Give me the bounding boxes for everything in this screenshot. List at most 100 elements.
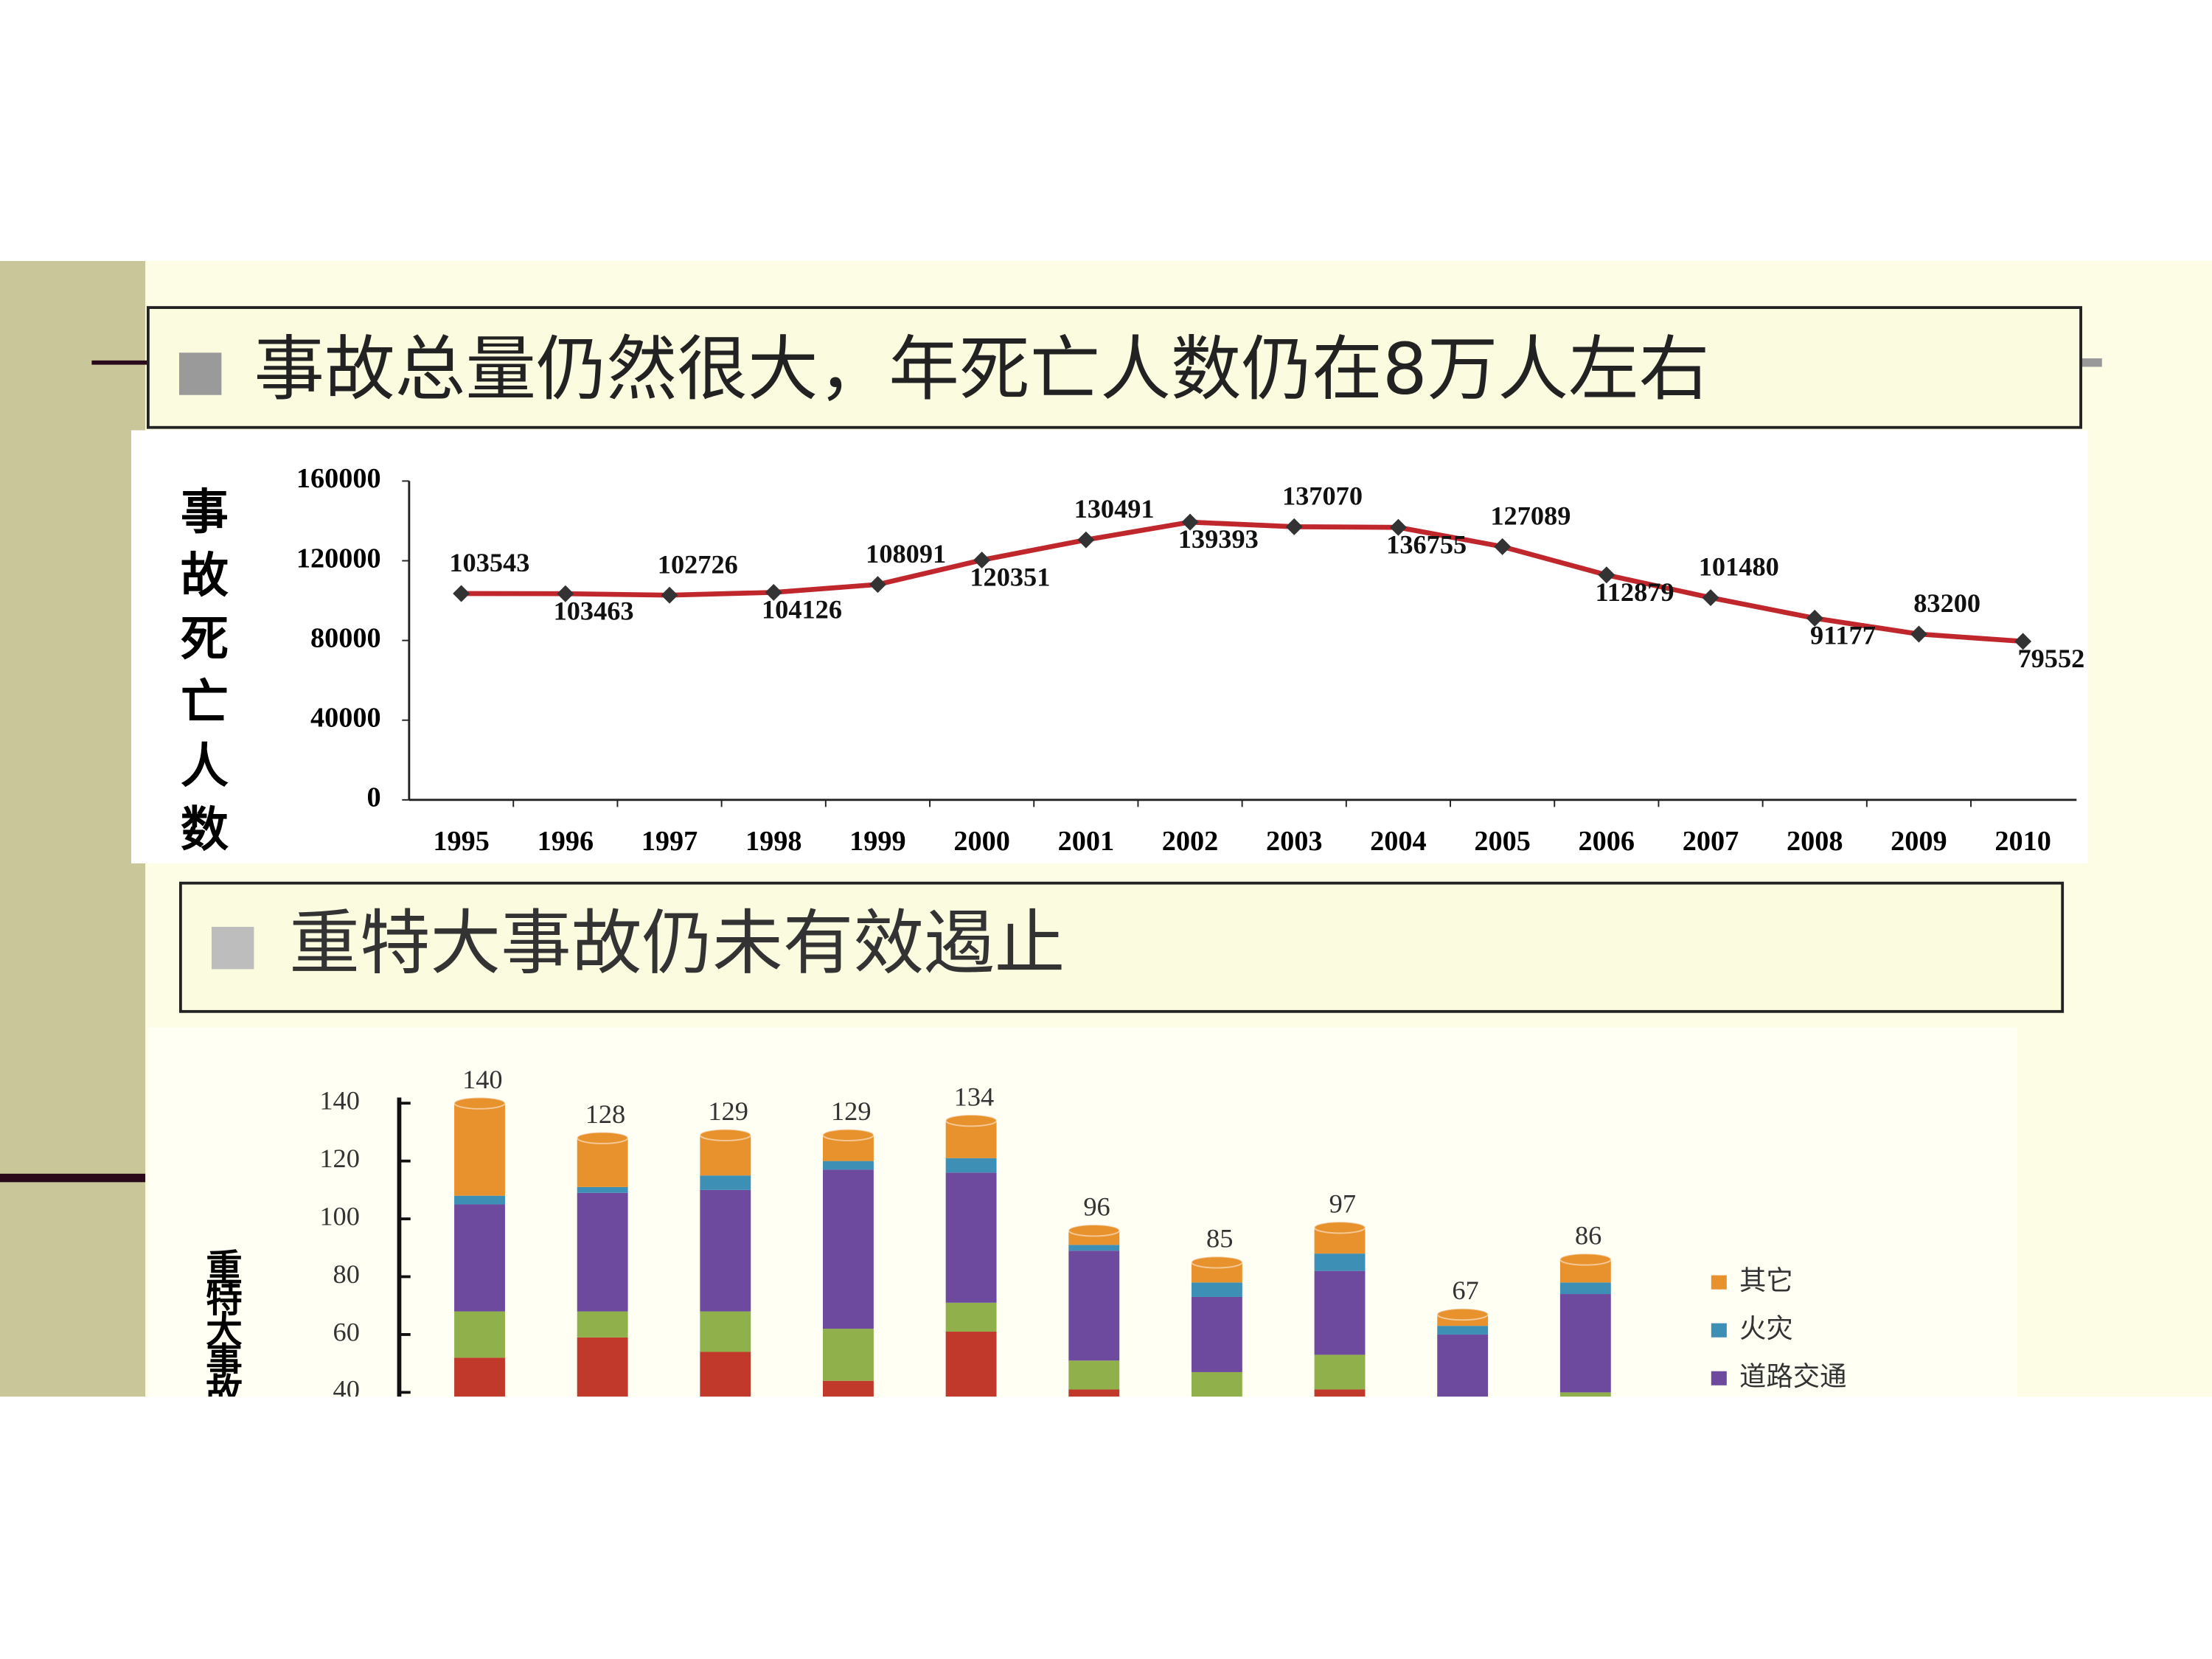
total-label: 140 [462,1065,503,1094]
total-label: 134 [954,1082,995,1111]
total-label: 97 [1329,1189,1356,1218]
y-axis-label: 数 [181,802,229,858]
data-label: 104126 [762,595,842,625]
bar-segment [454,1311,505,1358]
bar-segment [1191,1282,1242,1297]
bar-cap [1559,1253,1612,1266]
bar-segment [577,1186,628,1193]
bar-cap [453,1096,506,1110]
bar-segment [577,1337,628,1397]
x-tick-label: 2010 [1994,826,2051,857]
bar-segment [1314,1354,1366,1390]
bar-cap [576,1131,629,1144]
x-tick-label: 1997 [641,826,698,857]
series-line [461,519,2023,644]
data-label: 127089 [1490,501,1571,530]
x-tick-label: 2007 [1683,826,1739,857]
bar-cap [1068,1224,1121,1237]
bar-segment [1314,1270,1366,1355]
data-label: 101480 [1699,552,1779,582]
bar-segment [454,1204,505,1312]
bar-segment [945,1158,997,1173]
heading-box [146,306,2082,429]
y-axis-label: 故 [181,549,229,604]
y-tick-label: 60 [333,1317,360,1346]
heading: 事故总量仍然很大，年死亡人数仍在8万人左右 [254,327,1709,410]
bar-segment [577,1138,628,1187]
y-tick-label: 120000 [296,543,381,574]
chart-panel [131,430,2088,863]
x-tick-label: 2006 [1579,826,1635,857]
x-tick-label: 2001 [1058,826,1115,857]
data-label: 112879 [1596,577,1674,607]
bar-segment [1191,1296,1242,1372]
y-tick-label: 140 [319,1086,360,1116]
bar-segment [1437,1334,1489,1397]
data-label: 130491 [1074,494,1155,524]
y-axis-label: 人 [181,739,229,794]
bar-segment [1560,1398,1611,1508]
marker [2014,633,2032,650]
bar-segment [1559,1294,1611,1393]
marker [661,586,678,604]
bar-cap [1313,1221,1366,1234]
bar-segment [1559,1282,1611,1295]
bar-segment [945,1302,997,1332]
y-tick-label: 40 [333,1375,360,1405]
bar-cap [699,1128,752,1141]
total-label: 96 [1083,1192,1110,1221]
data-label: 91177 [1810,621,1876,650]
bar-segment [945,1332,997,1397]
bar-segment [577,1192,628,1312]
legend-swatch [1711,1275,1727,1290]
bar-segment [454,1357,505,1397]
legend-label: 火灾 [1739,1312,1793,1344]
bar-segment [700,1352,751,1397]
bar-cap [1436,1307,1489,1321]
legend-label: 道路交通 [1739,1360,1846,1392]
y-tick-label: 80000 [310,622,381,653]
total-label: 129 [708,1096,748,1126]
y-tick-label: 100 [319,1201,360,1231]
marker [1077,531,1095,549]
bar-cap [822,1128,874,1141]
bar-segment [823,1169,874,1329]
bar-cap [1190,1256,1243,1269]
x-tick-label: 2003 [1266,826,1323,857]
bar-segment [1068,1245,1120,1251]
y-tick-label: 40000 [310,703,381,734]
x-tick-label: 2009 [1891,826,1947,857]
x-tick-label: 1999 [849,826,906,857]
heading-box [178,881,2065,1013]
bar-segment [823,1161,874,1170]
x-tick-label: 2000 [953,826,1010,857]
side-rule [0,1173,146,1183]
heading: 重特大事故仍未有效遏止 [289,902,1065,984]
total-label: 67 [1452,1276,1478,1305]
x-tick-label: 1998 [745,826,802,857]
y-axis-label: 死 [181,612,229,667]
data-label: 79552 [2017,644,2084,673]
bar-segment [1437,1398,1488,1450]
bar-chart: 40 60 80 100 120 140 重特大事故 140 128 129 129 134 96 85 9… [200,1065,1846,1508]
bar-segment [1559,1392,1611,1397]
y-axis-label: 亡 [181,675,229,731]
bar-segment [1192,1407,1242,1508]
y-tick-label: 160000 [296,463,381,494]
y-axis-label: 事 [181,484,229,540]
total-label: 129 [831,1096,872,1126]
x-tick-label: 1996 [538,826,594,857]
legend-label: 其它 [1739,1265,1793,1296]
data-label: 102726 [658,549,738,579]
data-label: 83200 [1913,588,1980,618]
data-label: 108091 [866,539,946,568]
data-label: 136755 [1386,529,1467,559]
marker [453,585,470,602]
bar-segment [700,1135,751,1176]
bar-cap [945,1114,998,1127]
bar-segment [823,1380,874,1397]
x-tick-label: 2004 [1370,826,1427,857]
data-label: 137070 [1282,481,1363,510]
